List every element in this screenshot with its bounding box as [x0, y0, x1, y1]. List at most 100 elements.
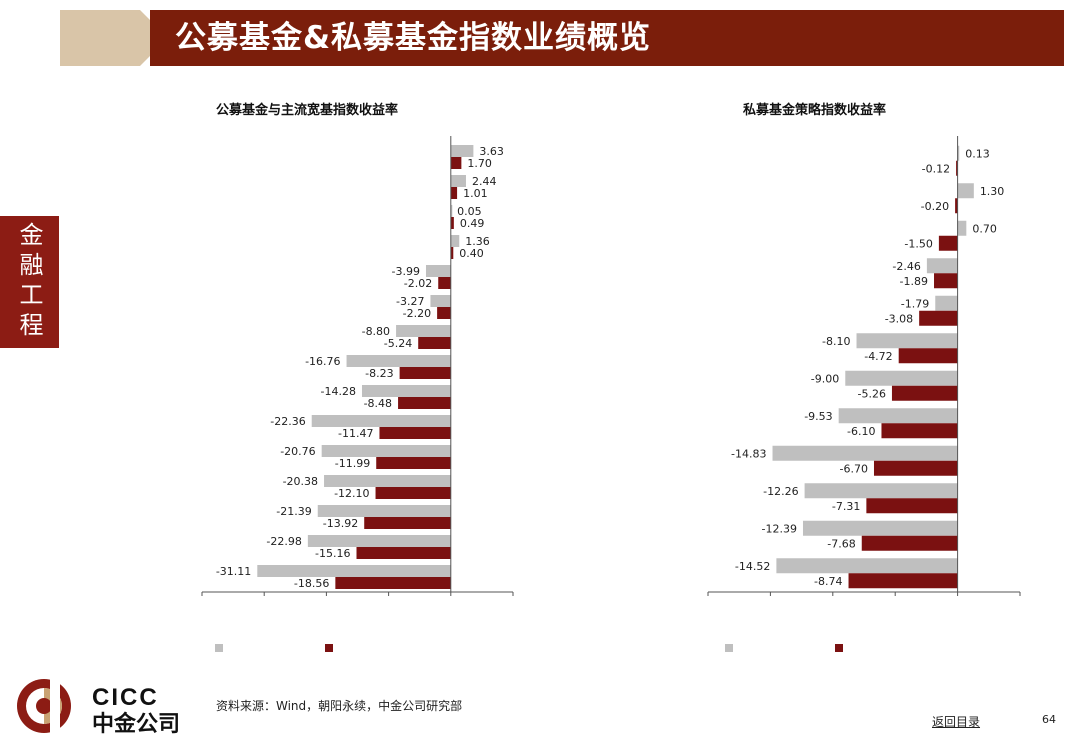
- bar-q3-2: [938, 235, 958, 251]
- bar-q3-6: [891, 385, 958, 401]
- data-label-q3-5: -2.20: [403, 307, 431, 320]
- legend-swatch-q3: [325, 644, 333, 652]
- bar-q3-2: [450, 217, 454, 229]
- bar-2022-10: [802, 520, 958, 536]
- data-label-q3-11: -12.10: [334, 487, 369, 500]
- data-label-q3-0: -0.12: [922, 162, 950, 175]
- bar-q3-8: [873, 460, 958, 476]
- bar-q3-6: [418, 337, 451, 349]
- data-label-2022-14: -31.11: [216, 565, 251, 578]
- chart-title-private: 私募基金策略指数收益率: [743, 103, 887, 118]
- bar-2022-6: [396, 325, 451, 337]
- data-label-q3-9: -7.31: [832, 500, 860, 513]
- bar-2022-5: [430, 295, 451, 307]
- bar-2022-7: [838, 408, 958, 424]
- data-label-q3-10: -11.99: [335, 457, 370, 470]
- bar-2022-12: [317, 505, 451, 517]
- data-label-2022-13: -22.98: [266, 535, 301, 548]
- bar-2022-10: [321, 445, 451, 457]
- data-label-q3-2: 0.49: [460, 217, 485, 230]
- bar-2022-1: [450, 175, 466, 187]
- cicc-logo: CICC 中金公司: [17, 676, 180, 736]
- bar-q3-13: [356, 547, 451, 559]
- chart-title-public: 公募基金与主流宽基指数收益率: [216, 103, 399, 118]
- data-label-2022-2: 0.70: [972, 222, 997, 235]
- bar-2022-1: [957, 183, 974, 199]
- bar-q3-9: [379, 427, 451, 439]
- title-arrow-icon: [60, 10, 168, 66]
- data-label-q3-13: -15.16: [315, 547, 350, 560]
- bar-q3-0: [956, 160, 958, 176]
- bar-2022-0: [450, 145, 474, 157]
- data-label-q3-7: -6.10: [847, 425, 875, 438]
- bar-2022-2: [450, 205, 453, 217]
- data-label-2022-10: -20.76: [280, 445, 315, 458]
- bar-q3-5: [437, 307, 451, 319]
- data-label-2022-3: -2.46: [892, 260, 920, 273]
- data-label-2022-4: -1.79: [901, 297, 929, 310]
- bar-q3-11: [848, 573, 958, 589]
- bar-2022-2: [957, 220, 967, 236]
- bar-q3-9: [866, 498, 958, 514]
- bar-q3-3: [934, 273, 958, 289]
- data-label-q3-11: -8.74: [814, 575, 842, 588]
- data-label-2022-8: -14.28: [321, 385, 356, 398]
- data-label-2022-11: -14.52: [735, 560, 770, 573]
- data-label-q3-3: 0.40: [459, 247, 484, 260]
- data-label-q3-8: -8.48: [364, 397, 392, 410]
- bar-2022-8: [361, 385, 451, 397]
- data-label-2022-0: 0.13: [965, 147, 990, 160]
- data-label-2022-8: -14.83: [731, 447, 766, 460]
- bar-q3-3: [450, 247, 454, 259]
- bar-q3-11: [375, 487, 451, 499]
- bar-q3-12: [364, 517, 451, 529]
- data-label-q3-2: -1.50: [904, 237, 932, 250]
- data-label-2022-12: -21.39: [276, 505, 311, 518]
- bar-2022-3: [450, 235, 460, 247]
- data-label-q3-5: -4.72: [864, 350, 892, 363]
- data-label-2022-6: -8.80: [362, 325, 390, 338]
- data-label-2022-9: -22.36: [270, 415, 305, 428]
- bar-q3-5: [898, 348, 958, 364]
- bar-q3-14: [335, 577, 451, 589]
- data-label-2022-7: -9.53: [804, 410, 832, 423]
- page-number: 64: [1042, 713, 1056, 726]
- data-label-q3-14: -18.56: [294, 577, 329, 590]
- data-label-2022-7: -16.76: [305, 355, 340, 368]
- data-label-2022-5: -8.10: [822, 335, 850, 348]
- data-label-2022-0: 3.63: [479, 145, 504, 158]
- bar-2022-0: [957, 145, 960, 161]
- back-to-contents-link[interactable]: 返回目录: [932, 715, 981, 729]
- legend-swatch-2022: [215, 644, 223, 652]
- legend-swatch-2022: [725, 644, 733, 652]
- bar-q3-1: [450, 187, 458, 199]
- data-label-2022-1: 1.30: [980, 185, 1005, 198]
- logo-cn-text: 中金公司: [92, 711, 180, 736]
- legend-swatch-q3: [835, 644, 843, 652]
- data-label-q3-0: 1.70: [467, 157, 492, 170]
- bar-q3-0: [450, 157, 462, 169]
- data-label-2022-2: 0.05: [457, 205, 482, 218]
- data-label-2022-6: -9.00: [811, 372, 839, 385]
- bar-q3-10: [861, 535, 958, 551]
- bar-2022-9: [311, 415, 451, 427]
- private-fund-bar-chart: 0.13 -0.12 1.30 -0.20 0.70 -1.50 -2.46 -1.89 -1.…: [707, 136, 1021, 652]
- data-label-q3-12: -13.92: [323, 517, 358, 530]
- data-label-q3-10: -7.68: [827, 537, 855, 550]
- bar-2022-14: [257, 565, 451, 577]
- header-bar: [150, 10, 1064, 66]
- bar-2022-11: [776, 558, 958, 574]
- bar-q3-4: [438, 277, 451, 289]
- bar-2022-9: [804, 483, 958, 499]
- data-label-q3-8: -6.70: [840, 462, 868, 475]
- data-label-2022-1: 2.44: [472, 175, 497, 188]
- data-label-q3-4: -2.02: [404, 277, 432, 290]
- logo-en-text: CICC: [92, 684, 159, 711]
- data-label-q3-3: -1.89: [900, 275, 928, 288]
- bar-2022-8: [772, 445, 958, 461]
- data-label-q3-6: -5.26: [857, 387, 885, 400]
- bar-2022-7: [346, 355, 451, 367]
- bar-q3-10: [376, 457, 451, 469]
- bar-2022-5: [856, 333, 958, 349]
- data-label-q3-1: 1.01: [463, 187, 488, 200]
